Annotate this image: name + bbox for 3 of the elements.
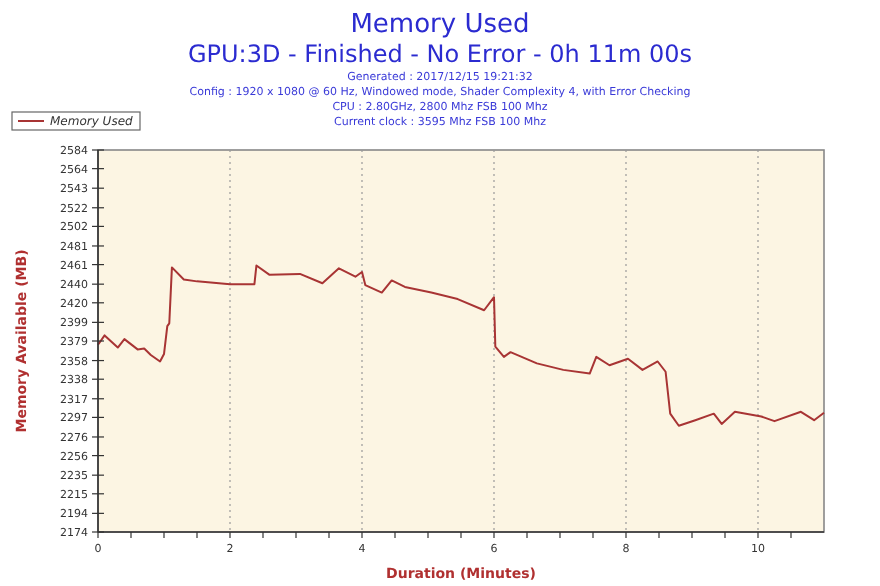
chart-title: Memory Used <box>350 10 530 40</box>
line-series <box>97 264 825 427</box>
chart-subtitle: GPU:3D - Finished - No Error - 0h 11m 00s <box>187 40 693 68</box>
